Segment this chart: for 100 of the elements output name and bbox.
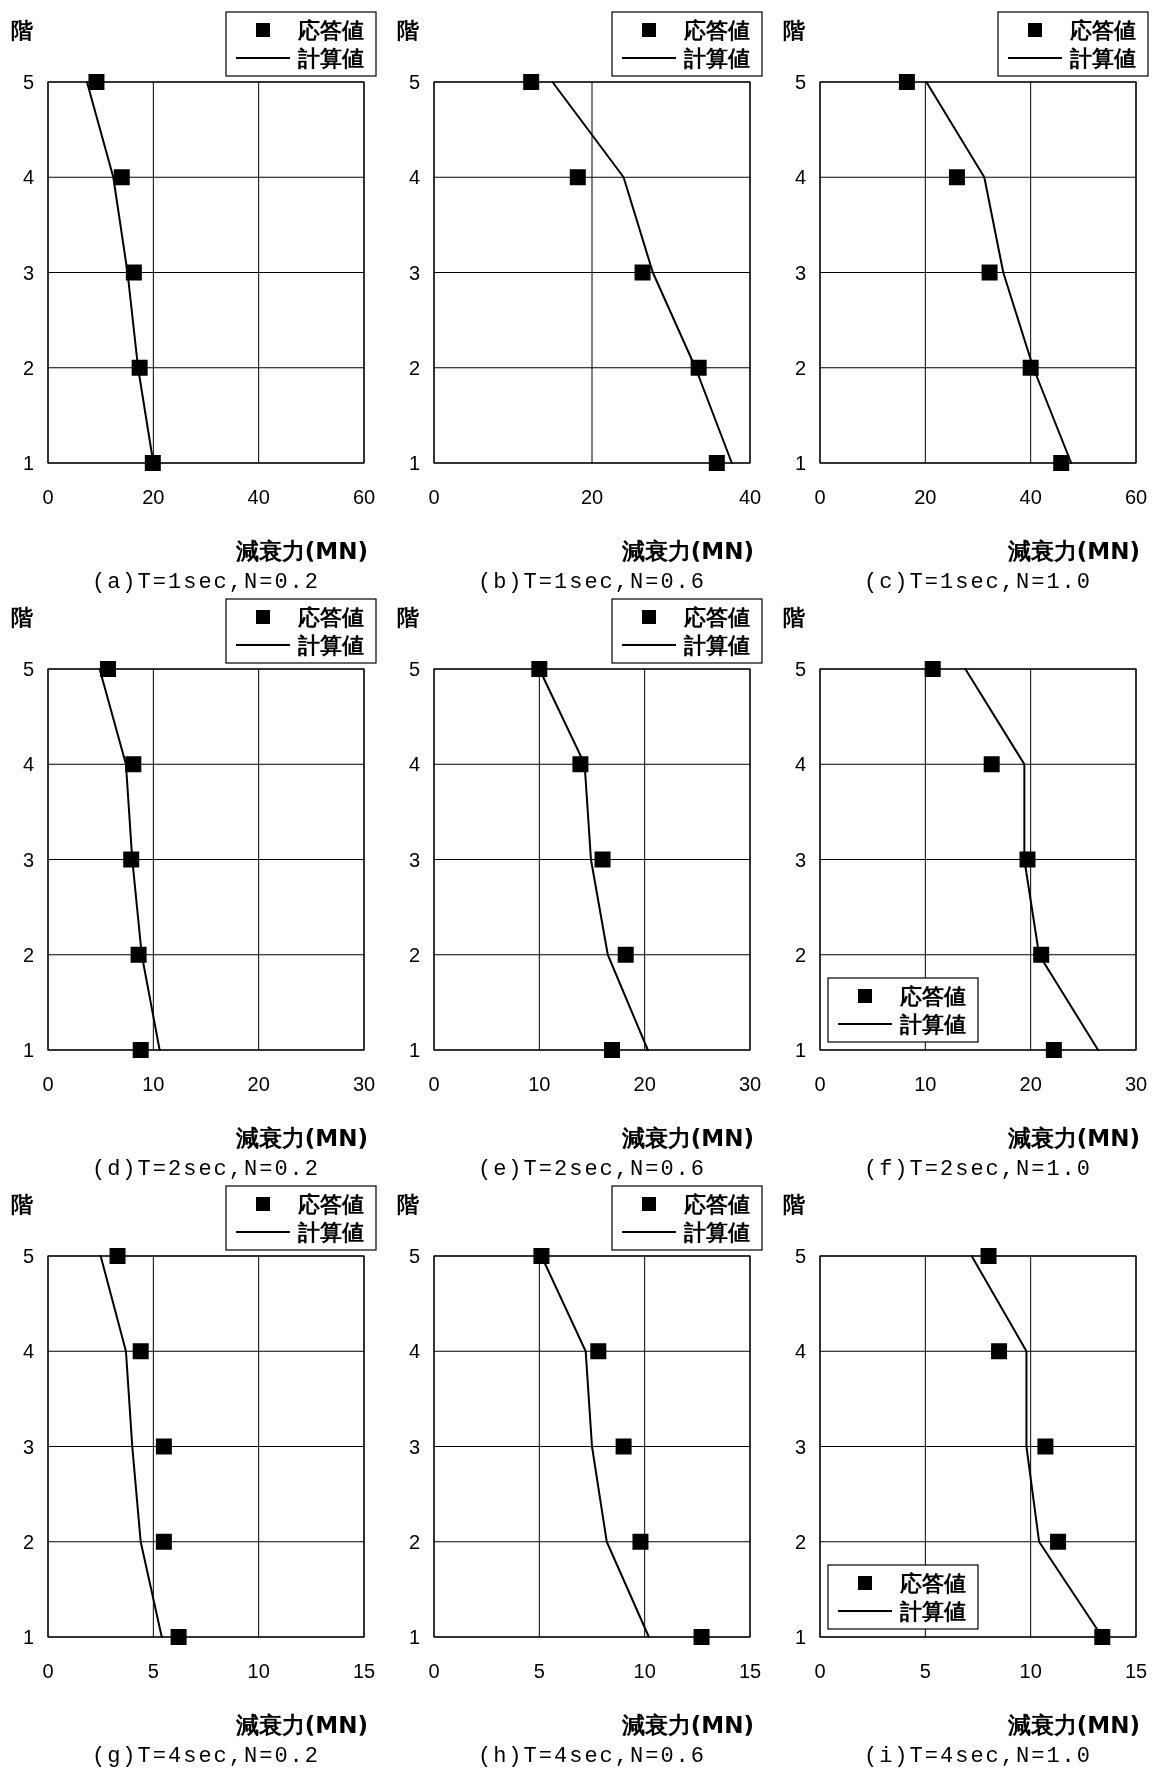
y-tick-label: 1 — [794, 1039, 806, 1061]
y-tick-label: 3 — [794, 1435, 806, 1458]
x-tick-label: 20 — [633, 1073, 656, 1095]
legend-label: 計算値 — [683, 632, 750, 658]
point — [708, 455, 725, 471]
y-axis-title: 階 — [11, 1191, 34, 1217]
point — [1045, 1042, 1062, 1058]
point — [523, 74, 540, 90]
legend-label: 応答値 — [683, 604, 750, 630]
y-tick-label: 3 — [22, 1435, 34, 1458]
point — [109, 1248, 126, 1264]
x-tick-label: 40 — [247, 486, 270, 508]
text: (i)T=4sec,N=1.0 — [863, 1743, 1093, 1769]
legend-label: 応答値 — [297, 1191, 364, 1217]
point — [1037, 1438, 1054, 1455]
point — [100, 661, 117, 677]
legend-label: 応答値 — [683, 1191, 750, 1217]
x-tick-label: 20 — [247, 1073, 270, 1095]
x-tick-label: 60 — [352, 486, 376, 508]
x-tick-label: 60 — [1124, 486, 1148, 508]
y-tick-label: 5 — [408, 658, 420, 680]
y-tick-label: 1 — [408, 452, 420, 474]
x-axis-title: 減衰力(MN) — [234, 1125, 368, 1151]
x-axis-title: 減衰力(MN) — [620, 1712, 754, 1738]
x-tick-label: 0 — [42, 486, 54, 508]
x-tick-label: 0 — [428, 1073, 440, 1095]
y-tick-label: 3 — [794, 261, 806, 284]
y-tick-label: 1 — [408, 1626, 420, 1648]
point — [590, 1343, 607, 1360]
point — [125, 756, 142, 773]
x-tick-label: 0 — [814, 486, 826, 508]
x-tick-label: 15 — [738, 1660, 762, 1682]
y-tick-label: 4 — [408, 166, 420, 189]
y-tick-label: 5 — [794, 658, 806, 680]
point — [132, 1042, 149, 1058]
y-tick-label: 2 — [408, 1530, 420, 1553]
x-tick-label: 30 — [738, 1073, 762, 1095]
y-tick-label: 2 — [22, 1530, 34, 1553]
y-tick-label: 2 — [408, 356, 420, 379]
y-tick-label: 2 — [22, 356, 34, 379]
x-tick-label: 30 — [1124, 1073, 1148, 1095]
x-tick-label: 15 — [1124, 1660, 1148, 1682]
legend-label: 計算値 — [899, 1011, 966, 1037]
x-tick-label: 5 — [919, 1660, 931, 1682]
text: (c)T=1sec,N=1.0 — [863, 569, 1093, 595]
y-tick-label: 5 — [408, 71, 420, 93]
y-axis-title: 階 — [397, 17, 420, 43]
y-tick-label: 2 — [408, 943, 420, 966]
legend-label: 応答値 — [1069, 17, 1136, 43]
x-axis-title: 減衰力(MN) — [1006, 1712, 1140, 1738]
x-axis-title: 減衰力(MN) — [234, 538, 368, 564]
y-tick-label: 4 — [408, 753, 420, 776]
y-tick-label: 4 — [22, 166, 34, 189]
y-tick-label: 1 — [794, 1626, 806, 1648]
x-tick-label: 5 — [533, 1660, 545, 1682]
x-tick-label: 40 — [738, 486, 762, 508]
y-tick-label: 1 — [22, 1039, 34, 1061]
point — [981, 264, 998, 281]
x-tick-label: 20 — [914, 486, 937, 508]
point — [132, 1343, 149, 1360]
y-tick-label: 2 — [794, 943, 806, 966]
x-axis-title: 減衰力(MN) — [620, 1125, 754, 1151]
point — [170, 1629, 187, 1645]
point — [88, 74, 105, 90]
point — [898, 74, 915, 90]
point — [1053, 455, 1070, 471]
y-tick-label: 3 — [408, 1435, 420, 1458]
point — [604, 1042, 621, 1058]
y-tick-label: 5 — [22, 658, 34, 680]
legend-label: 応答値 — [297, 17, 364, 43]
point — [144, 455, 161, 471]
y-axis-title: 階 — [397, 604, 420, 630]
y-tick-label: 3 — [408, 848, 420, 871]
legend-label: 計算値 — [1069, 45, 1136, 71]
text: (f)T=2sec,N=1.0 — [863, 1156, 1093, 1182]
x-axis-title: 減衰力(MN) — [234, 1712, 368, 1738]
legend-label: 応答値 — [297, 604, 364, 630]
y-tick-label: 4 — [22, 1340, 34, 1363]
legend-label: 計算値 — [899, 1598, 966, 1624]
y-tick-label: 3 — [22, 848, 34, 871]
x-tick-label: 0 — [42, 1660, 54, 1682]
y-tick-label: 1 — [22, 1626, 34, 1648]
point — [1050, 1533, 1067, 1550]
y-tick-label: 5 — [408, 1245, 420, 1267]
x-tick-label: 20 — [1019, 1073, 1042, 1095]
legend-label: 計算値 — [297, 1219, 364, 1245]
y-axis-title: 階 — [11, 604, 34, 630]
x-tick-label: 15 — [352, 1660, 376, 1682]
y-tick-label: 5 — [794, 1245, 806, 1267]
x-tick-label: 40 — [1019, 486, 1042, 508]
text: (d)T=2sec,N=0.2 — [91, 1156, 321, 1182]
y-tick-label: 5 — [22, 71, 34, 93]
x-tick-label: 10 — [247, 1660, 270, 1682]
x-axis-title: 減衰力(MN) — [1006, 1125, 1140, 1151]
point — [617, 946, 634, 963]
x-tick-label: 10 — [142, 1073, 165, 1095]
point — [632, 1533, 649, 1550]
legend-label: 応答値 — [899, 1570, 966, 1596]
point — [980, 1248, 997, 1264]
point — [634, 264, 651, 281]
